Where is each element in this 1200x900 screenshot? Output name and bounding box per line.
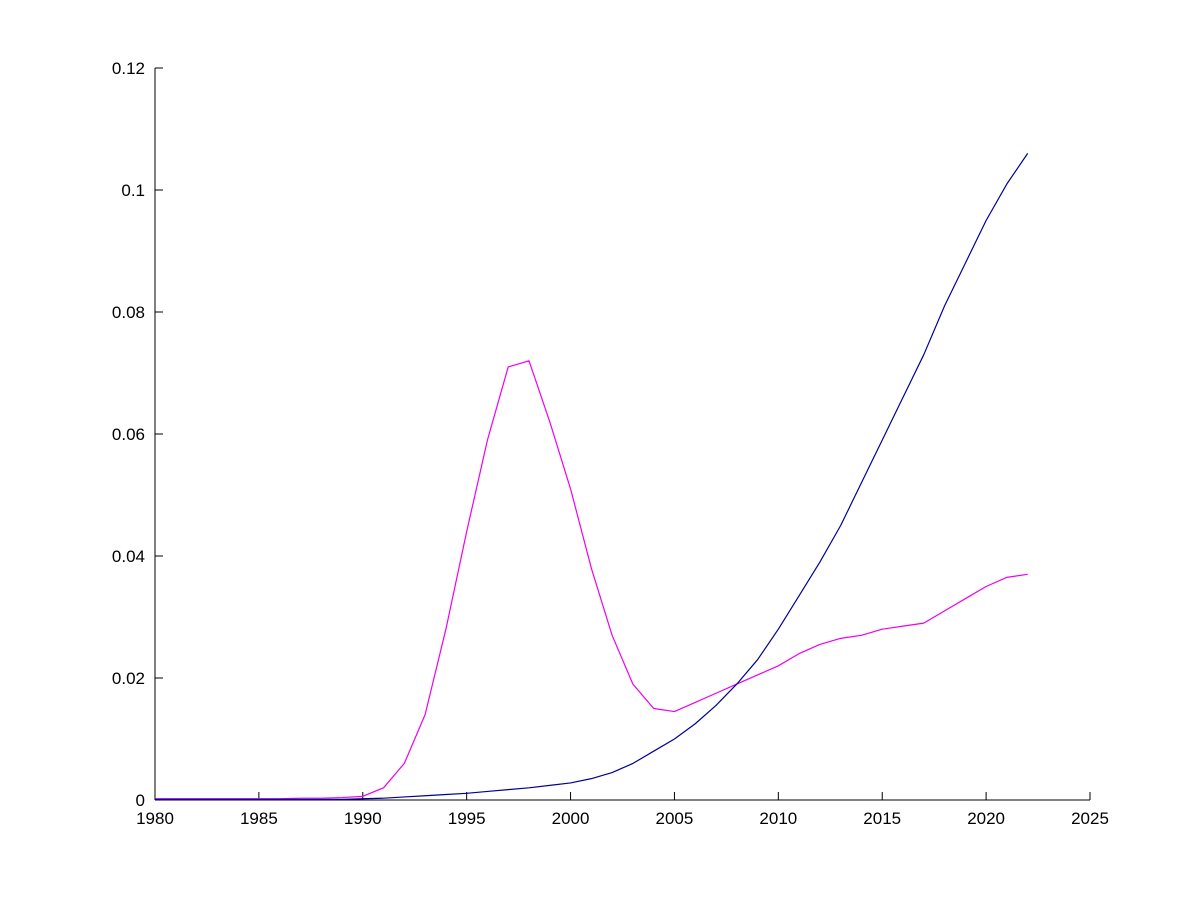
y-tick-label: 0 [136,791,145,810]
x-tick-label: 2000 [552,809,590,828]
x-tick-label: 2005 [656,809,694,828]
x-tick-label: 2010 [759,809,797,828]
y-tick-label: 0.06 [112,425,145,444]
x-tick-label: 2025 [1071,809,1109,828]
x-tick-label: 1980 [136,809,174,828]
x-tick-label: 1985 [240,809,278,828]
blue-series-line [155,153,1029,800]
magenta-series-line [155,360,1028,800]
y-tick-label: 0.1 [121,181,145,200]
y-tick-label: 0.04 [112,547,145,566]
x-tick-label: 1995 [448,809,486,828]
x-tick-label: 1990 [344,809,382,828]
y-tick-label: 0.02 [112,669,145,688]
y-tick-label: 0.08 [112,303,145,322]
x-tick-label: 2015 [863,809,901,828]
y-tick-label: 0.12 [112,59,145,78]
x-tick-label: 2020 [967,809,1005,828]
